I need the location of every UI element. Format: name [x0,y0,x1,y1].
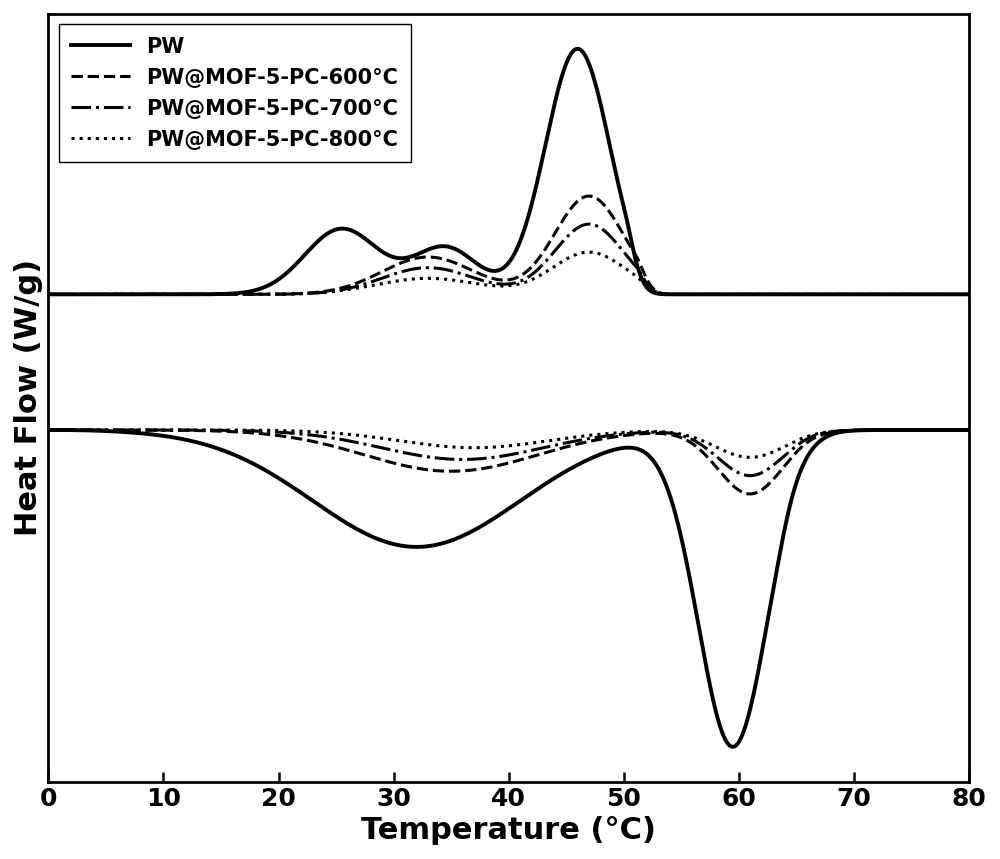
PW@MOF-5-PC-600°C [722,289,734,300]
PW@MOF-5-PC-600°C [889,289,901,300]
PW@MOF-5-PC-700°C [480,277,492,287]
PW@MOF-5-PC-700°C [935,289,947,300]
PW [935,289,947,300]
PW@MOF-5-PC-800°C [583,247,595,258]
PW@MOF-5-PC-700°C [429,263,441,273]
Line: PW@MOF-5-PC-600°C: PW@MOF-5-PC-600°C [48,196,969,295]
PW [725,289,737,300]
PW@MOF-5-PC-800°C [935,289,947,300]
PW [436,241,448,252]
PW@MOF-5-PC-700°C [722,289,734,300]
PW@MOF-5-PC-800°C [429,273,441,283]
PW [429,242,441,253]
Line: PW@MOF-5-PC-800°C: PW@MOF-5-PC-800°C [48,253,969,295]
PW@MOF-5-PC-800°C [480,280,492,290]
PW [571,44,583,54]
PW@MOF-5-PC-700°C [42,289,54,300]
PW [42,289,54,300]
PW@MOF-5-PC-600°C [583,191,595,201]
PW@MOF-5-PC-600°C [480,271,492,282]
PW@MOF-5-PC-800°C [722,289,734,300]
PW@MOF-5-PC-600°C [436,253,448,264]
Legend: PW, PW@MOF-5-PC-600°C, PW@MOF-5-PC-700°C, PW@MOF-5-PC-800°C: PW, PW@MOF-5-PC-600°C, PW@MOF-5-PC-700°C… [59,24,411,162]
Line: PW@MOF-5-PC-700°C: PW@MOF-5-PC-700°C [48,224,969,295]
PW@MOF-5-PC-700°C [583,219,595,229]
PW [711,289,723,300]
PW@MOF-5-PC-700°C [436,264,448,274]
PW [963,289,975,300]
PW@MOF-5-PC-800°C [889,289,901,300]
PW@MOF-5-PC-800°C [711,289,723,300]
PW [889,289,901,300]
PW@MOF-5-PC-600°C [963,289,975,300]
PW@MOF-5-PC-700°C [711,289,723,300]
PW@MOF-5-PC-800°C [963,289,975,300]
PW [480,264,492,274]
Line: PW: PW [48,49,969,295]
PW@MOF-5-PC-600°C [711,289,723,300]
X-axis label: Temperature (°C): Temperature (°C) [361,816,656,845]
PW@MOF-5-PC-700°C [963,289,975,300]
Y-axis label: Heat Flow (W/g): Heat Flow (W/g) [14,259,43,536]
PW@MOF-5-PC-600°C [42,289,54,300]
PW@MOF-5-PC-800°C [436,274,448,284]
PW@MOF-5-PC-600°C [429,253,441,263]
PW@MOF-5-PC-700°C [889,289,901,300]
PW@MOF-5-PC-800°C [42,289,54,300]
PW@MOF-5-PC-600°C [935,289,947,300]
